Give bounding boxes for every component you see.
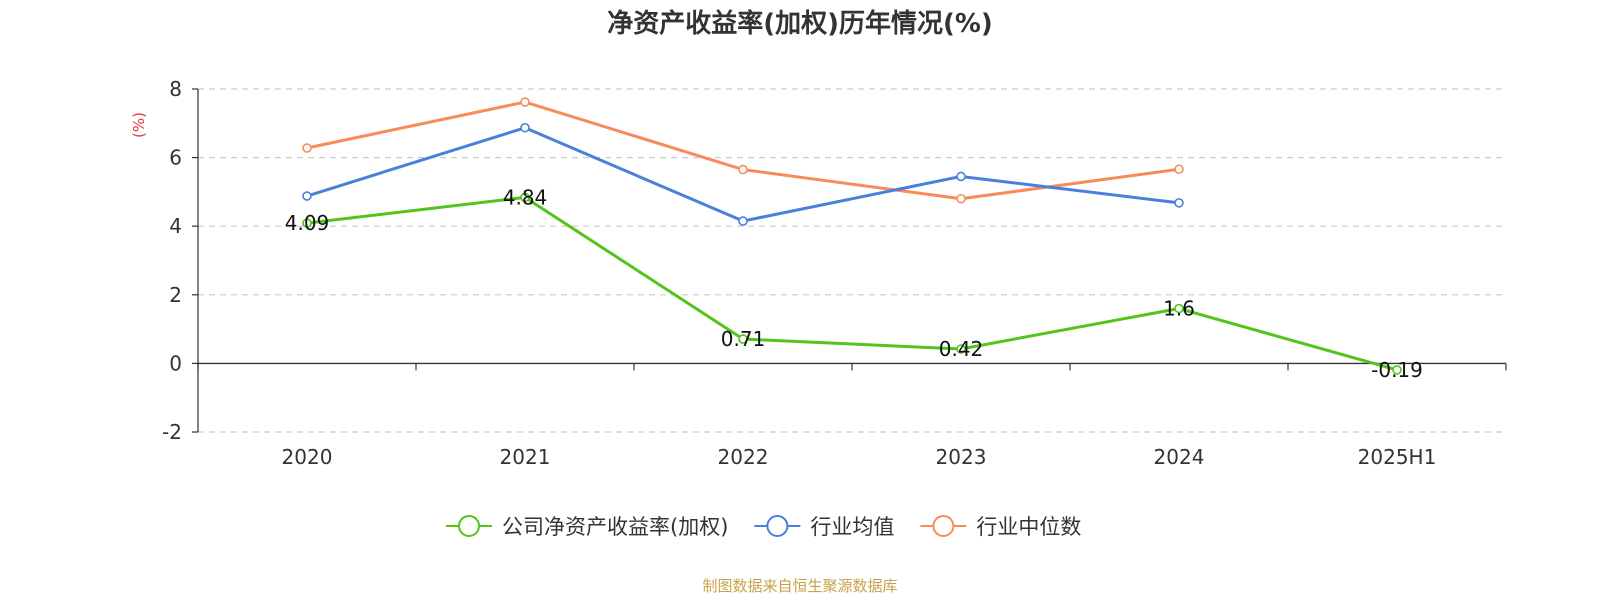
data-label: 4.09 — [285, 211, 330, 235]
legend-item-0[interactable]: 公司净资产收益率(加权) — [446, 515, 728, 539]
legend-label: 公司净资产收益率(加权) — [502, 515, 728, 539]
data-labels: 4.09 4.84 0.71 0.42 1.6 -0.19 — [285, 185, 1423, 382]
y-tick-label: 0 — [169, 351, 182, 375]
data-label: 0.71 — [721, 327, 766, 351]
data-label: 0.42 — [939, 337, 984, 361]
y-tick-label: 4 — [169, 214, 182, 238]
series-line — [306, 195, 1398, 372]
data-point[interactable] — [738, 334, 748, 344]
x-tick-label: 2020 — [282, 445, 333, 469]
data-point[interactable] — [302, 143, 312, 153]
y-tick-label: 2 — [169, 283, 182, 307]
data-point[interactable] — [738, 164, 748, 175]
grid-lines — [198, 88, 1506, 433]
x-tick-label: 2022 — [718, 445, 769, 469]
chart-title: 净资产收益率(加权)历年情况(%) — [607, 8, 993, 39]
data-point[interactable] — [956, 193, 966, 204]
data-point[interactable] — [956, 344, 966, 354]
axes: -2 0 2 4 6 8 2020 2021 2022 2023 2024 2025H1 — [162, 77, 1507, 469]
data-point[interactable] — [738, 216, 748, 226]
legend-item-2[interactable]: 行业中位数 — [920, 515, 1081, 539]
legend[interactable]: 公司净资产收益率(加权) 行业均值 行业中位数 — [446, 515, 1081, 539]
data-point[interactable] — [302, 191, 312, 201]
series-line — [306, 100, 1180, 201]
legend-marker — [932, 515, 955, 537]
y-axis-label: (%) — [130, 112, 148, 138]
series-0 — [302, 192, 1402, 375]
data-point[interactable] — [520, 192, 530, 203]
data-point[interactable] — [1392, 365, 1402, 375]
source-note: 制图数据来自恒生聚源数据库 — [702, 577, 897, 595]
data-point[interactable] — [520, 122, 530, 133]
x-tick-label: 2021 — [500, 445, 551, 469]
x-tick-label: 2024 — [1154, 445, 1205, 469]
x-tick-label: 2023 — [936, 445, 987, 469]
x-tick-label: 2025H1 — [1358, 445, 1437, 469]
data-label: 1.6 — [1163, 297, 1195, 321]
legend-marker — [458, 515, 480, 537]
series-2 — [302, 97, 1184, 204]
y-tick-label: -2 — [162, 420, 182, 444]
y-tick-label: 8 — [169, 77, 182, 101]
data-label: -0.19 — [1371, 358, 1423, 382]
y-tick-label: 6 — [169, 146, 182, 170]
legend-label: 行业中位数 — [976, 515, 1081, 539]
series-1 — [302, 122, 1184, 226]
series-layer — [302, 97, 1402, 375]
data-point[interactable] — [302, 218, 312, 228]
legend-item-1[interactable]: 行业均值 — [754, 515, 894, 539]
data-point[interactable] — [1174, 303, 1184, 314]
data-point[interactable] — [1174, 164, 1184, 175]
legend-marker — [766, 515, 789, 537]
data-point[interactable] — [956, 171, 966, 182]
data-point[interactable] — [1174, 198, 1184, 208]
legend-label: 行业均值 — [810, 515, 894, 539]
data-label: 4.84 — [503, 185, 548, 209]
data-point[interactable] — [520, 97, 530, 107]
